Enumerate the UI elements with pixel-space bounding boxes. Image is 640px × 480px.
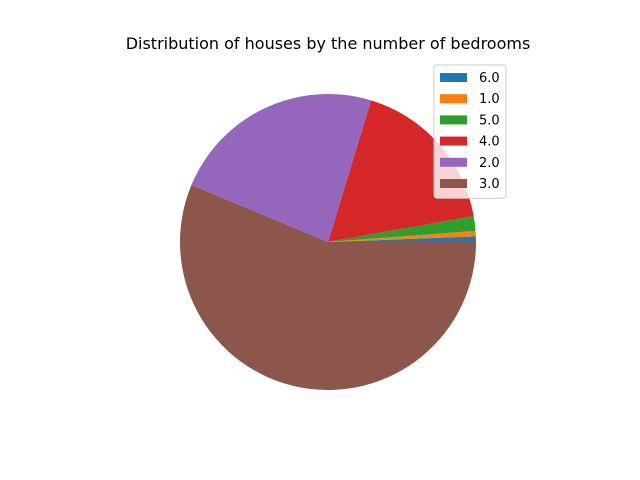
legend-label-1-0: 1.0 xyxy=(479,92,500,107)
legend-swatch-6-0 xyxy=(440,73,467,82)
legend-swatch-2-0 xyxy=(440,157,467,167)
legend-label-2-0: 2.0 xyxy=(479,156,500,171)
legend: 6.0 1.0 5.0 4.0 2.0 3.0 xyxy=(433,64,507,199)
legend-label-3-0: 3.0 xyxy=(479,177,500,192)
pie-slice-4-0 xyxy=(328,100,474,242)
pie-slice-5-0 xyxy=(328,216,476,242)
legend-swatch-1-0 xyxy=(440,94,467,104)
pie-slice-2-0 xyxy=(191,94,372,242)
legend-label-4-0: 4.0 xyxy=(479,135,500,150)
pie-slices xyxy=(180,94,477,390)
legend-swatch-5-0 xyxy=(440,115,467,125)
chart-title: Distribution of houses by the number of … xyxy=(126,34,531,53)
legend-swatch-3-0 xyxy=(440,179,467,188)
legend-swatch-4-0 xyxy=(440,136,467,146)
legend-label-5-0: 5.0 xyxy=(479,113,500,128)
pie-slice-6-0 xyxy=(328,236,476,242)
legend-label-6-0: 6.0 xyxy=(479,71,500,86)
pie-slice-3-0 xyxy=(180,184,477,390)
pie-slice-1-0 xyxy=(328,230,476,242)
